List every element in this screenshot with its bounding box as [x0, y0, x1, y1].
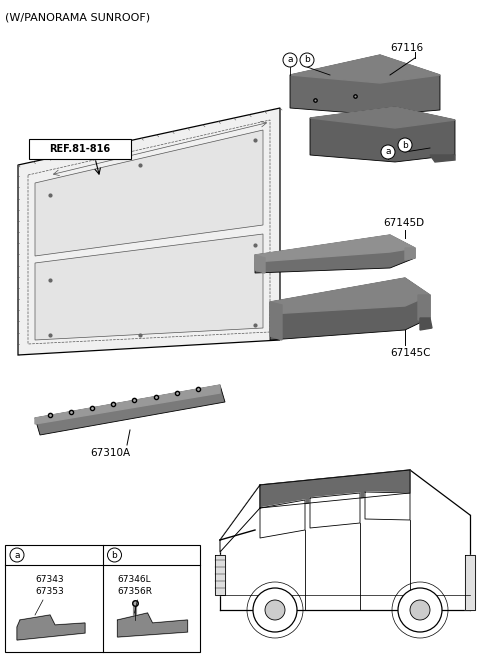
Polygon shape — [35, 385, 225, 435]
Text: a: a — [287, 55, 293, 64]
Text: 67353: 67353 — [35, 587, 64, 596]
Polygon shape — [465, 555, 475, 610]
Polygon shape — [220, 485, 260, 552]
Text: a: a — [385, 148, 391, 156]
Text: 67145D: 67145D — [383, 218, 424, 228]
Polygon shape — [430, 155, 455, 162]
Text: 67356R: 67356R — [118, 587, 153, 596]
Text: REF.81-816: REF.81-816 — [49, 144, 110, 154]
Circle shape — [398, 588, 442, 632]
Text: 67343: 67343 — [35, 575, 64, 584]
Text: a: a — [14, 551, 20, 560]
Text: 67145C: 67145C — [390, 348, 431, 358]
Text: 67116: 67116 — [390, 43, 423, 53]
FancyBboxPatch shape — [29, 139, 131, 159]
Polygon shape — [18, 108, 280, 355]
Polygon shape — [365, 492, 410, 520]
Polygon shape — [260, 500, 305, 538]
Circle shape — [283, 53, 297, 67]
Polygon shape — [35, 234, 263, 340]
Circle shape — [108, 548, 121, 562]
Polygon shape — [118, 613, 188, 637]
Polygon shape — [290, 55, 440, 115]
Text: 67346L: 67346L — [118, 575, 151, 584]
Polygon shape — [270, 302, 282, 340]
Polygon shape — [418, 295, 430, 320]
Polygon shape — [17, 615, 85, 640]
Text: b: b — [304, 55, 310, 64]
Polygon shape — [255, 235, 415, 273]
Polygon shape — [310, 107, 455, 128]
Polygon shape — [260, 470, 410, 508]
Text: (W/PANORAMA SUNROOF): (W/PANORAMA SUNROOF) — [5, 12, 150, 22]
Text: b: b — [402, 141, 408, 150]
Polygon shape — [270, 278, 430, 314]
Circle shape — [398, 138, 412, 152]
Polygon shape — [215, 555, 225, 595]
Polygon shape — [255, 255, 265, 273]
Circle shape — [265, 600, 285, 620]
Polygon shape — [405, 248, 415, 260]
Circle shape — [253, 588, 297, 632]
Polygon shape — [310, 493, 360, 528]
Polygon shape — [35, 385, 220, 424]
Polygon shape — [310, 107, 455, 162]
Polygon shape — [255, 235, 415, 262]
Text: b: b — [112, 551, 118, 560]
Polygon shape — [420, 318, 432, 330]
FancyBboxPatch shape — [5, 545, 200, 652]
Circle shape — [410, 600, 430, 620]
Polygon shape — [35, 130, 263, 256]
Circle shape — [300, 53, 314, 67]
Circle shape — [10, 548, 24, 562]
Polygon shape — [270, 278, 430, 340]
Circle shape — [381, 145, 395, 159]
Polygon shape — [290, 55, 440, 83]
Text: 67310A: 67310A — [90, 448, 130, 458]
